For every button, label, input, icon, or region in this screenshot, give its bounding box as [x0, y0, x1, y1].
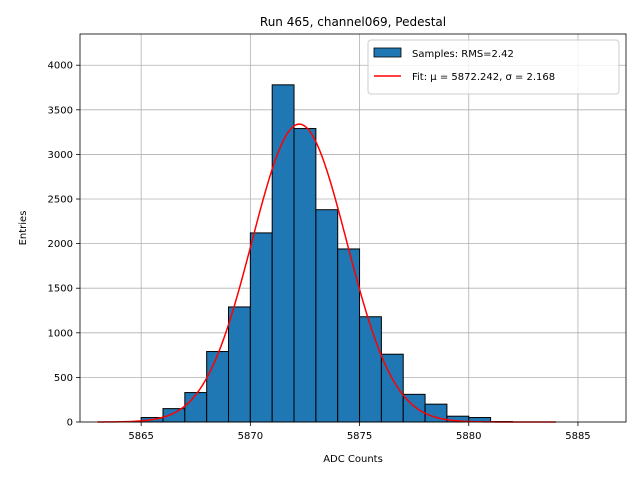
x-tick-label: 5875 — [347, 431, 372, 442]
histogram-bar — [206, 351, 230, 423]
x-tick-label: 5865 — [128, 431, 153, 442]
y-tick-label: 3500 — [48, 105, 73, 116]
y-axis-ticks: 0 500 1000 1500 2000 2500 3000 3500 4000 — [48, 61, 80, 429]
histogram-bars — [118, 84, 513, 423]
legend-swatch-samples — [373, 47, 402, 58]
plot-frame — [79, 33, 627, 423]
y-tick-label: 4000 — [48, 61, 73, 72]
legend-label-samples: Samples: RMS=2.42 — [412, 49, 514, 60]
histogram-bar — [184, 392, 208, 423]
histogram-bar — [228, 306, 251, 423]
x-axis-ticks: 5865 5870 5875 5880 5885 — [128, 422, 591, 442]
y-tick-label: 2000 — [48, 239, 73, 250]
y-tick-label: 1000 — [48, 328, 73, 339]
histogram-bar — [271, 84, 295, 423]
x-axis-label: ADC Counts — [323, 454, 383, 465]
x-tick-label: 5880 — [456, 431, 481, 442]
y-tick-label: 1500 — [48, 284, 73, 295]
y-tick-label: 500 — [54, 373, 73, 384]
y-tick-label: 3000 — [48, 150, 73, 161]
histogram-bar — [359, 316, 382, 423]
legend-label-fit: Fit: μ = 5872.242, σ = 2.168 — [412, 72, 555, 83]
y-axis-label: Entries — [18, 211, 29, 246]
histogram-bar — [249, 232, 273, 423]
legend-box — [367, 39, 620, 95]
x-tick-label: 5870 — [238, 431, 263, 442]
y-tick-label: 2500 — [48, 195, 73, 206]
histogram-bar — [162, 408, 186, 423]
x-tick-label: 5885 — [565, 431, 590, 442]
y-tick-label: 0 — [67, 418, 73, 429]
grid — [80, 34, 626, 423]
histogram-bar — [293, 128, 317, 423]
chart-title: Run 465, channel069, Pedestal — [260, 15, 446, 29]
histogram-bar — [315, 209, 339, 423]
legend: Samples: RMS=2.42 Fit: μ = 5872.242, σ =… — [367, 39, 620, 95]
